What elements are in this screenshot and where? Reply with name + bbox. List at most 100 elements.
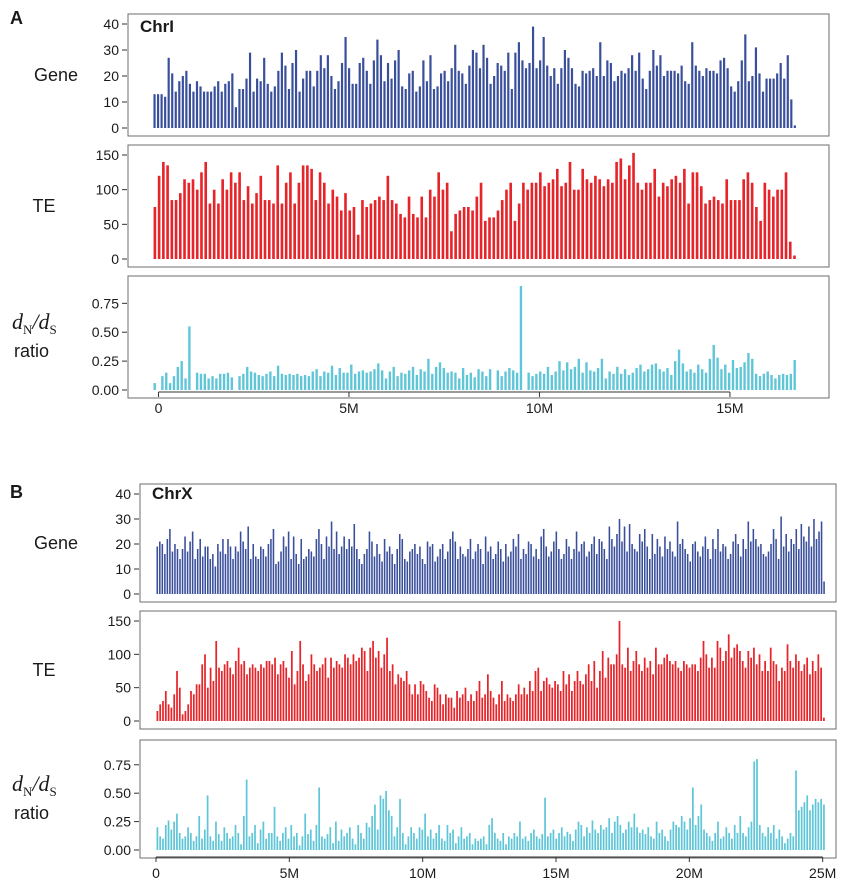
bar	[803, 536, 805, 594]
bar	[604, 378, 607, 390]
bar	[493, 76, 496, 128]
bar	[251, 832, 254, 850]
bar	[585, 674, 587, 721]
bar	[795, 770, 797, 850]
bar	[430, 701, 433, 721]
bar	[635, 651, 638, 721]
bar	[786, 644, 789, 721]
bar	[162, 838, 164, 850]
bar	[731, 838, 733, 850]
bar	[517, 534, 520, 594]
bar	[569, 834, 572, 850]
bar	[421, 559, 424, 594]
bar	[599, 42, 602, 129]
bar	[724, 546, 727, 594]
bar	[772, 661, 775, 721]
bar	[552, 829, 555, 850]
bar	[744, 34, 747, 128]
bar	[656, 539, 659, 594]
bar	[469, 539, 472, 594]
bar	[318, 529, 320, 594]
bar	[167, 820, 170, 850]
bar	[596, 687, 598, 721]
x-tick-label: 5M	[339, 400, 358, 416]
bar	[643, 657, 646, 721]
bar	[398, 534, 401, 594]
bar	[538, 838, 541, 850]
bar	[813, 519, 815, 594]
bar	[725, 179, 729, 259]
bar	[470, 694, 472, 721]
bar	[361, 370, 365, 390]
bar	[376, 544, 378, 594]
bar	[411, 549, 414, 594]
bar	[280, 551, 282, 594]
y-tick-label: 100	[96, 182, 120, 198]
bar	[439, 694, 442, 721]
bar	[267, 200, 271, 259]
y-tick-label: 0	[123, 586, 131, 602]
bar	[402, 681, 405, 721]
bar	[735, 368, 739, 390]
bar	[231, 836, 234, 850]
bar	[814, 671, 817, 721]
bar	[627, 68, 630, 128]
bar	[396, 827, 399, 850]
bar	[338, 368, 341, 390]
bar	[289, 172, 292, 259]
bar	[454, 541, 457, 594]
bar	[588, 551, 590, 594]
bar	[400, 372, 403, 390]
bar	[774, 378, 777, 390]
bar	[384, 378, 388, 390]
bar	[777, 559, 780, 594]
bar	[800, 524, 803, 594]
bar	[313, 664, 316, 721]
bar	[560, 559, 563, 594]
bar	[752, 529, 755, 594]
bar	[697, 364, 700, 390]
bar	[704, 203, 707, 259]
bar	[768, 78, 772, 128]
bar	[394, 684, 397, 721]
bar	[627, 821, 630, 850]
bar	[505, 189, 508, 259]
x-tick-label: 15M	[542, 865, 569, 881]
bar	[485, 844, 488, 850]
bar	[429, 546, 431, 594]
bar	[355, 83, 358, 128]
bar	[333, 89, 337, 128]
bar	[575, 531, 578, 594]
bar	[222, 539, 224, 594]
bar	[333, 549, 335, 594]
bar	[292, 374, 295, 390]
bar	[414, 544, 416, 594]
bar	[689, 369, 692, 390]
bar	[423, 371, 426, 390]
bar	[475, 52, 478, 128]
bar	[254, 825, 256, 850]
bar	[496, 63, 499, 128]
bar	[227, 81, 230, 128]
bar	[335, 531, 338, 594]
bar	[447, 81, 450, 128]
bar	[708, 200, 712, 259]
bar	[220, 840, 223, 850]
bar	[781, 667, 783, 721]
bar	[499, 549, 502, 594]
bar	[786, 55, 789, 129]
bar	[620, 373, 623, 390]
bar	[325, 536, 328, 594]
ratio-label: ratio	[14, 803, 49, 823]
bar	[766, 371, 769, 390]
bar	[641, 671, 643, 721]
bar	[482, 836, 485, 850]
bar	[512, 370, 515, 390]
bar	[340, 63, 344, 128]
bar	[262, 549, 265, 594]
bar	[595, 76, 598, 128]
bar	[767, 551, 770, 594]
bar	[619, 825, 622, 850]
bar	[194, 559, 196, 594]
bar	[823, 581, 825, 594]
